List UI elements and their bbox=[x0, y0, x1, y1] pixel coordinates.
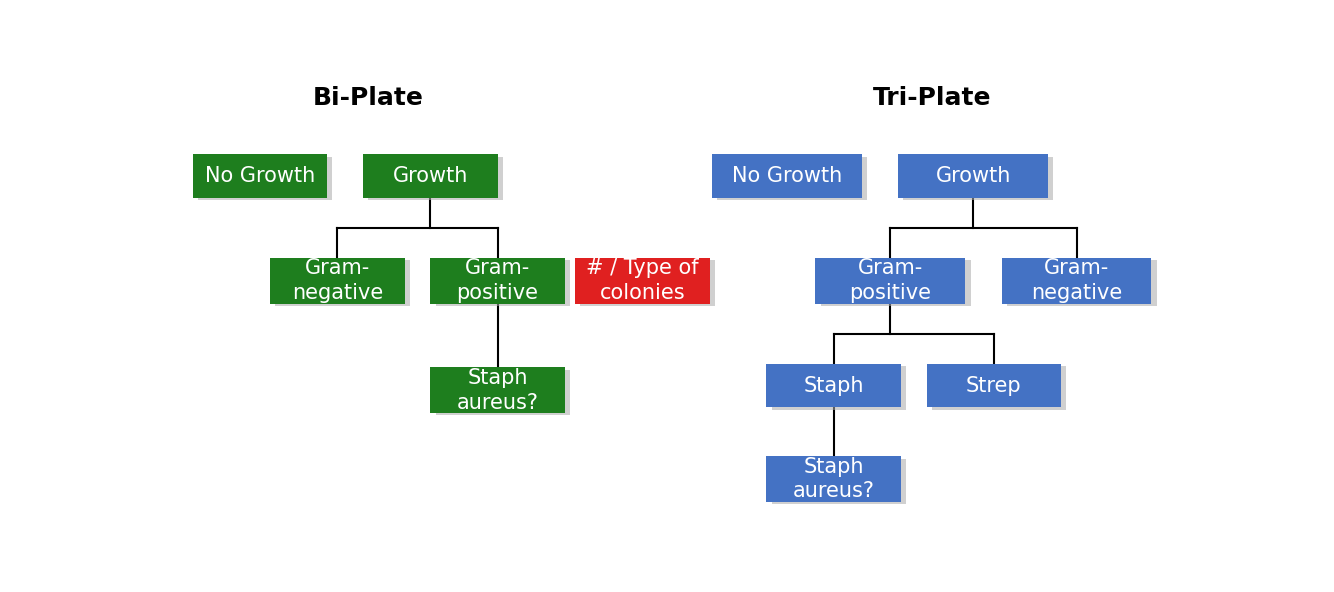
FancyBboxPatch shape bbox=[435, 260, 570, 306]
FancyBboxPatch shape bbox=[712, 155, 862, 198]
FancyBboxPatch shape bbox=[368, 156, 503, 200]
Text: Staph
aureus?: Staph aureus? bbox=[792, 456, 875, 501]
FancyBboxPatch shape bbox=[435, 369, 570, 415]
Text: Bi-Plate: Bi-Plate bbox=[313, 86, 424, 110]
FancyBboxPatch shape bbox=[269, 258, 404, 304]
Text: Gram-
positive: Gram- positive bbox=[456, 258, 539, 303]
Text: Gram-
negative: Gram- negative bbox=[1031, 258, 1122, 303]
FancyBboxPatch shape bbox=[815, 258, 966, 304]
FancyBboxPatch shape bbox=[192, 155, 327, 198]
FancyBboxPatch shape bbox=[575, 258, 710, 304]
Text: # / Type of
colonies: # / Type of colonies bbox=[586, 258, 699, 303]
FancyBboxPatch shape bbox=[927, 364, 1061, 407]
FancyBboxPatch shape bbox=[275, 260, 410, 306]
Text: Staph: Staph bbox=[803, 375, 864, 395]
FancyBboxPatch shape bbox=[771, 366, 906, 410]
FancyBboxPatch shape bbox=[431, 258, 564, 304]
FancyBboxPatch shape bbox=[820, 260, 971, 306]
FancyBboxPatch shape bbox=[197, 156, 332, 200]
Text: Growth: Growth bbox=[392, 166, 468, 186]
Text: Staph
aureus?: Staph aureus? bbox=[456, 368, 539, 413]
Text: No Growth: No Growth bbox=[204, 166, 315, 186]
FancyBboxPatch shape bbox=[580, 260, 715, 306]
FancyBboxPatch shape bbox=[1002, 258, 1151, 304]
FancyBboxPatch shape bbox=[767, 456, 900, 502]
FancyBboxPatch shape bbox=[363, 155, 498, 198]
FancyBboxPatch shape bbox=[767, 364, 900, 407]
Text: Gram-
positive: Gram- positive bbox=[850, 258, 931, 303]
Text: Growth: Growth bbox=[935, 166, 1011, 186]
Text: No Growth: No Growth bbox=[732, 166, 842, 186]
Text: Gram-
negative: Gram- negative bbox=[292, 258, 383, 303]
FancyBboxPatch shape bbox=[718, 156, 867, 200]
FancyBboxPatch shape bbox=[898, 155, 1049, 198]
FancyBboxPatch shape bbox=[431, 367, 564, 413]
Text: Strep: Strep bbox=[966, 375, 1022, 395]
FancyBboxPatch shape bbox=[932, 366, 1066, 410]
FancyBboxPatch shape bbox=[1007, 260, 1157, 306]
FancyBboxPatch shape bbox=[771, 458, 906, 504]
FancyBboxPatch shape bbox=[903, 156, 1054, 200]
Text: Tri-Plate: Tri-Plate bbox=[872, 86, 991, 110]
